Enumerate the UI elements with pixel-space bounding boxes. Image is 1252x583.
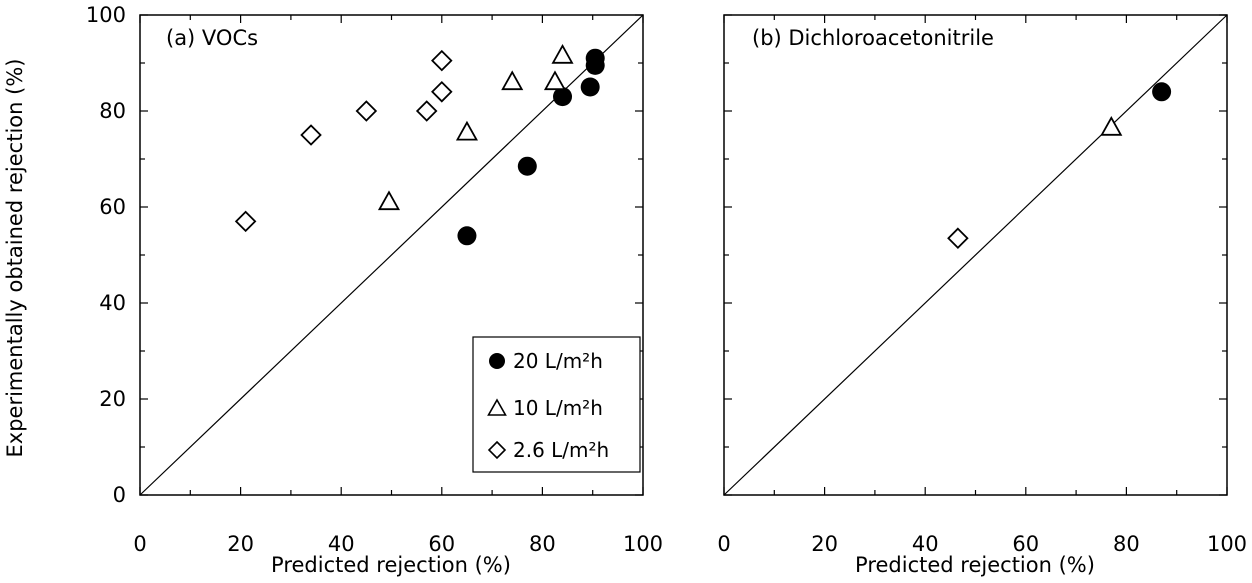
point-2-6-lm2h — [355, 100, 378, 122]
point-2-6-lm2h — [415, 100, 438, 122]
panel-b-ticks — [723, 14, 1228, 496]
point-10-lm2h — [455, 120, 478, 141]
panel-a-title: (a) VOCs — [166, 26, 258, 50]
point-20-lm2h — [585, 48, 605, 68]
panel-a-data-points — [234, 43, 605, 246]
point-2-6-lm2h — [234, 210, 257, 233]
y-tick-label: 20 — [99, 387, 126, 411]
point-10-lm2h — [377, 190, 401, 211]
point-2-6-lm2h — [431, 81, 453, 103]
x-tick-label: 60 — [428, 532, 455, 556]
legend-triangle-marker — [487, 398, 507, 416]
x-tick-label: 0 — [133, 532, 146, 556]
point-2-6-lm2h — [431, 49, 453, 72]
legend-label-20: 20 L/m²h — [513, 349, 603, 373]
panel-b-data-points — [947, 82, 1172, 249]
point-10-lm2h — [543, 70, 567, 91]
point-10-lm2h — [551, 43, 574, 64]
x-tick-label: 0 — [717, 532, 730, 556]
x-tick-label: 40 — [328, 532, 355, 556]
panel-a-y-axis-label: Experimentally obtained rejection (%) — [3, 59, 27, 458]
point-20-lm2h — [580, 77, 600, 97]
x-tick-label: 20 — [227, 532, 254, 556]
panel-b-title: (b) Dichloroacetonitrile — [752, 26, 994, 50]
y-tick-label: 60 — [99, 195, 126, 219]
legend-label-2-6: 2.6 L/m²h — [513, 438, 609, 462]
y-tick-label: 0 — [113, 483, 126, 507]
y-tick-label: 80 — [99, 99, 126, 123]
point-10-lm2h — [1100, 115, 1123, 136]
x-tick-label: 100 — [1207, 532, 1247, 556]
x-tick-label: 100 — [623, 532, 663, 556]
panel-b-dichloroacetonitrile: 0 20 40 60 80 100 (b) Dichloroacetonitrile Pr… — [717, 14, 1247, 577]
legend: 20 L/m²h 10 L/m²h 2.6 L/m²h — [472, 336, 641, 473]
point-20-lm2h — [517, 156, 537, 176]
point-20-lm2h — [457, 226, 477, 246]
x-tick-label: 60 — [1012, 532, 1039, 556]
panel-a-ticks — [139, 14, 644, 496]
x-tick-label: 80 — [529, 532, 556, 556]
y-tick-label: 40 — [99, 291, 126, 315]
panel-a-x-tick-labels: 0 20 40 60 80 100 — [133, 532, 663, 556]
point-10-lm2h — [501, 70, 524, 91]
y-tick-label: 100 — [86, 3, 126, 27]
legend-label-10: 10 L/m²h — [513, 396, 603, 420]
panel-a-vocs: 0 20 40 60 80 100 0 20 40 60 80 100 (a) VOCs Predi… — [3, 3, 663, 577]
point-2-6-lm2h — [300, 124, 322, 146]
panel-b-x-axis-label: Predicted rejection (%) — [855, 553, 1095, 577]
panel-b-x-tick-labels: 0 20 40 60 80 100 — [717, 532, 1247, 556]
x-tick-label: 20 — [811, 532, 838, 556]
panel-a-x-axis-label: Predicted rejection (%) — [271, 553, 511, 577]
point-20-lm2h — [553, 87, 573, 107]
panel-b-identity-line — [723, 14, 1228, 496]
point-20-lm2h — [1152, 82, 1172, 102]
x-tick-label: 80 — [1113, 532, 1140, 556]
x-tick-label: 40 — [912, 532, 939, 556]
legend-circle-marker — [489, 353, 505, 369]
legend-diamond-marker — [487, 440, 507, 460]
panel-a-y-tick-labels: 0 20 40 60 80 100 — [86, 3, 126, 507]
point-2-6-lm2h — [947, 227, 969, 249]
